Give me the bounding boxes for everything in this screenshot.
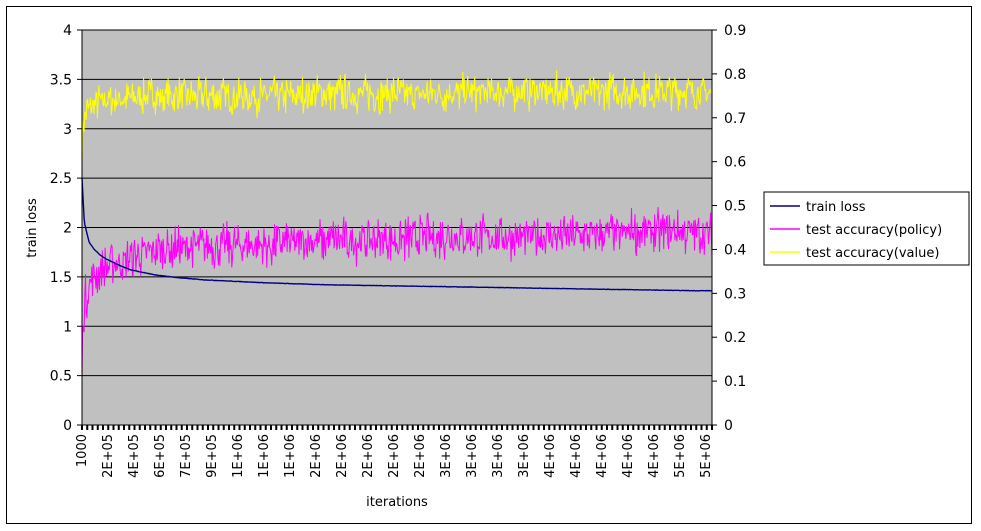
y-tick-label: 2.5 bbox=[50, 171, 72, 187]
legend-label-value: test accuracy(value) bbox=[806, 246, 939, 261]
x-tick-label: 1E+06 bbox=[231, 434, 246, 478]
x-tick-label: 4E+06 bbox=[569, 434, 584, 478]
x-tick-label: 2E+06 bbox=[387, 434, 402, 478]
legend-label-policy: test accuracy(policy) bbox=[806, 223, 942, 238]
x-tick-label: 1E+06 bbox=[283, 434, 298, 478]
y2-tick-label: 0 bbox=[724, 418, 733, 434]
x-tick-label: 2E+06 bbox=[361, 434, 376, 478]
x-tick-label: 5E+06 bbox=[699, 434, 714, 478]
x-tick-label: 3E+06 bbox=[439, 434, 454, 478]
y2-axis-ticks: 0 0.1 0.2 0.3 0.4 0.5 0.6 0.7 0.8 0.9 bbox=[712, 23, 746, 434]
x-axis-title: iterations bbox=[366, 495, 428, 510]
x-tick-label: 9E+05 bbox=[205, 434, 220, 478]
legend: train loss test accuracy(policy) test ac… bbox=[764, 192, 969, 265]
y-tick-label: 0 bbox=[63, 418, 72, 434]
y-tick-label: 1 bbox=[63, 319, 72, 335]
y2-tick-label: 0.8 bbox=[724, 67, 746, 83]
y2-tick-label: 0.5 bbox=[724, 199, 746, 215]
y-axis-ticks: 0 0.5 1 1.5 2 2.5 3 3.5 4 bbox=[50, 23, 82, 434]
x-tick-label: 3E+06 bbox=[491, 434, 506, 478]
x-tick-label: 3E+06 bbox=[465, 434, 480, 478]
x-tick-label: 4E+06 bbox=[621, 434, 636, 478]
x-tick-label: 1000 bbox=[75, 434, 90, 467]
x-tick-label: 6E+05 bbox=[153, 434, 168, 478]
y-tick-label: 4 bbox=[63, 23, 72, 39]
y2-tick-label: 0.6 bbox=[724, 155, 746, 171]
x-tick-label: 7E+05 bbox=[179, 434, 194, 478]
y2-tick-label: 0.3 bbox=[724, 286, 746, 302]
x-tick-label: 4E+06 bbox=[647, 434, 662, 478]
y-tick-label: 1.5 bbox=[50, 270, 72, 286]
x-axis-ticks: 1000 2E+05 4E+05 6E+05 7E+05 9E+05 1E+06 1E+06 1… bbox=[75, 425, 714, 478]
y2-tick-label: 0.2 bbox=[724, 330, 746, 346]
y2-tick-label: 0.7 bbox=[724, 111, 746, 127]
x-tick-label: 5E+06 bbox=[673, 434, 688, 478]
x-tick-label: 4E+06 bbox=[595, 434, 610, 478]
x-tick-label: 1E+06 bbox=[257, 434, 272, 478]
y2-tick-label: 0.4 bbox=[724, 242, 746, 258]
y-tick-label: 3.5 bbox=[50, 72, 72, 88]
y-tick-label: 2 bbox=[63, 221, 72, 237]
y2-tick-label: 0.1 bbox=[724, 374, 746, 390]
x-tick-label: 4E+05 bbox=[127, 434, 142, 478]
x-tick-label: 3E+06 bbox=[517, 434, 532, 478]
legend-label-train-loss: train loss bbox=[806, 200, 866, 215]
x-tick-label: 2E+06 bbox=[309, 434, 324, 478]
y-tick-label: 3 bbox=[63, 122, 72, 138]
x-tick-label: 4E+06 bbox=[543, 434, 558, 478]
y-tick-label: 0.5 bbox=[50, 369, 72, 385]
y-axis-title: train loss bbox=[25, 198, 40, 258]
x-tick-label: 2E+06 bbox=[335, 434, 350, 478]
y2-tick-label: 0.9 bbox=[724, 23, 746, 39]
x-tick-label: 2E+06 bbox=[413, 434, 428, 478]
x-tick-label: 2E+05 bbox=[101, 434, 116, 478]
